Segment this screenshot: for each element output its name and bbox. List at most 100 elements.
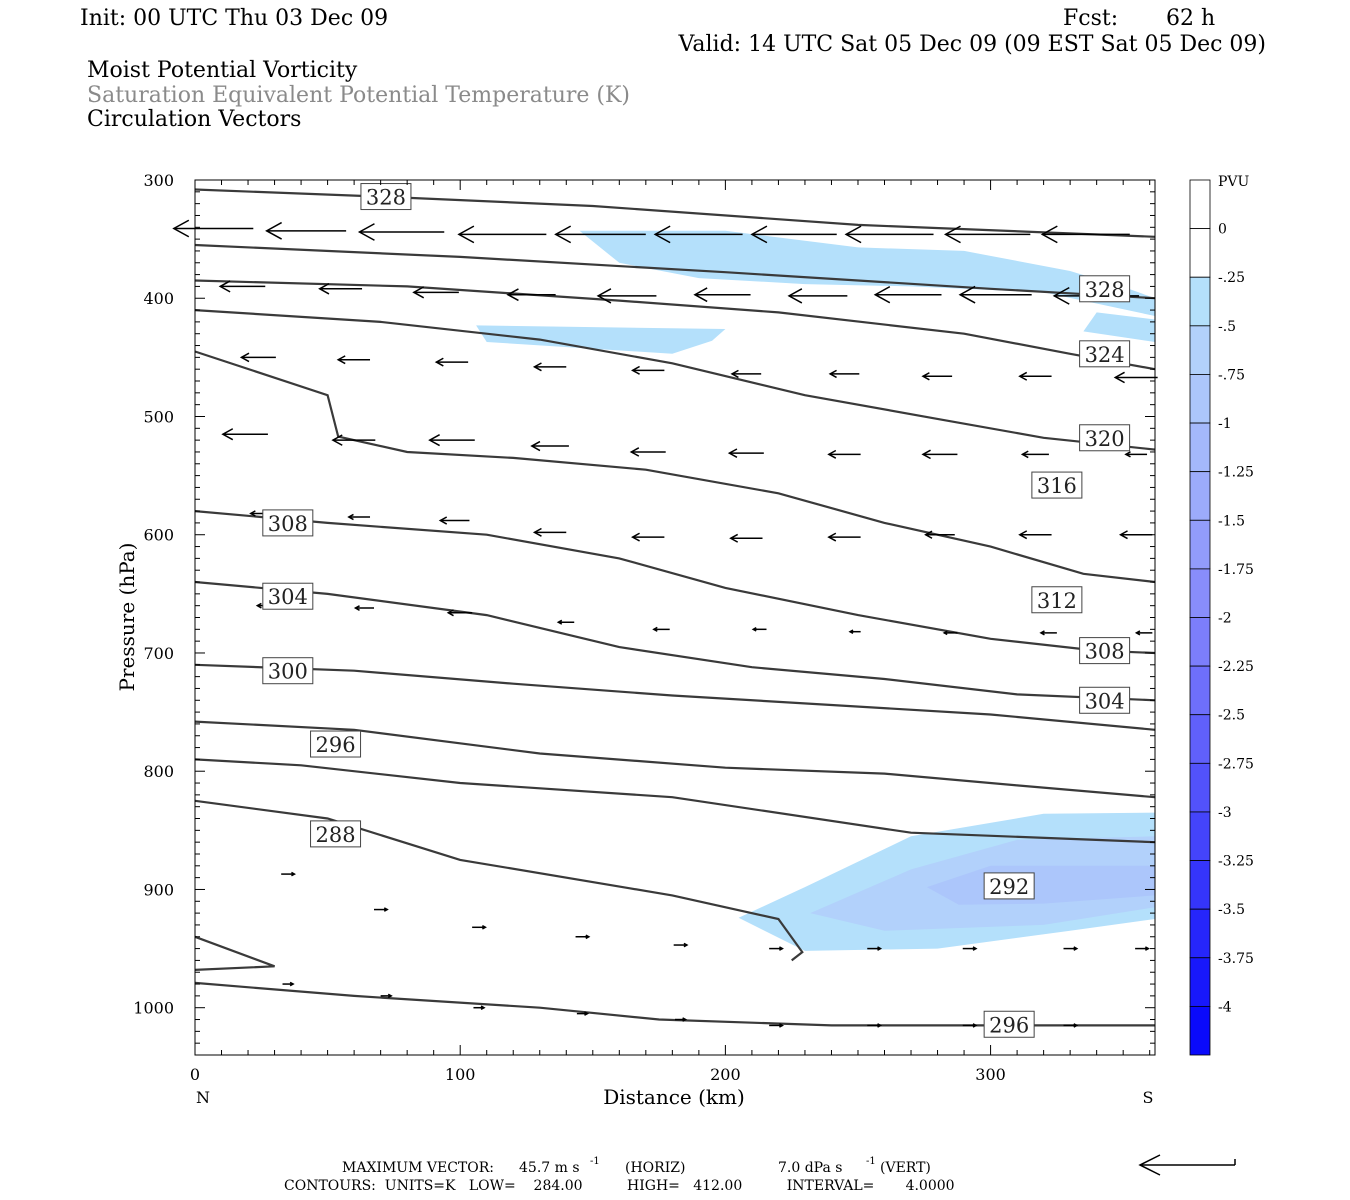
contour-label: 308 bbox=[268, 512, 308, 536]
colorbar-label: -3.75 bbox=[1218, 951, 1254, 967]
y-tick-label: 400 bbox=[143, 289, 174, 308]
colorbar-label: -1 bbox=[1218, 416, 1232, 432]
colorbar-label: -2.75 bbox=[1218, 756, 1254, 772]
vector-head bbox=[218, 280, 231, 293]
circulation-vector bbox=[556, 619, 575, 625]
axis-ticks: 0 100 200 300 300 400 500 600 700 800 900 1000 bbox=[133, 171, 1155, 1084]
circulation-vector bbox=[769, 1023, 784, 1028]
pv-region bbox=[579, 230, 1155, 316]
forecast-hour: 62 h bbox=[1166, 6, 1215, 31]
colorbar-label: -1.25 bbox=[1218, 465, 1254, 481]
vector-head bbox=[730, 369, 739, 379]
field-title-vectors: Circulation Vectors bbox=[87, 107, 301, 132]
circulation-vector bbox=[281, 871, 296, 877]
pv-shading-layer bbox=[476, 230, 1155, 951]
y-tick-label: 1000 bbox=[133, 999, 174, 1018]
circulation-vector bbox=[921, 449, 958, 460]
y-tick-label: 800 bbox=[143, 762, 174, 781]
circulation-vector bbox=[412, 286, 459, 299]
vector-head bbox=[291, 871, 296, 877]
vector-head bbox=[787, 288, 803, 304]
vector-head bbox=[596, 288, 612, 304]
vector-head bbox=[848, 629, 854, 634]
colorbar-label: -.25 bbox=[1218, 270, 1245, 286]
vector-head bbox=[480, 1005, 486, 1011]
contour-label: 312 bbox=[1037, 589, 1077, 613]
circulation-vector bbox=[787, 288, 848, 304]
colorbar-label: -1.75 bbox=[1218, 562, 1254, 578]
circulation-vector bbox=[1039, 630, 1057, 636]
colorbar-label: -.75 bbox=[1218, 367, 1245, 383]
circulation-vector bbox=[729, 533, 763, 543]
init-time: Init: 00 UTC Thu 03 Dec 09 bbox=[80, 6, 388, 31]
circulation-vector bbox=[629, 447, 666, 457]
vert-exponent: -1 bbox=[866, 1156, 876, 1167]
circulation-vector bbox=[673, 942, 689, 948]
y-tick-label: 900 bbox=[143, 880, 174, 899]
vector-head bbox=[924, 530, 933, 539]
contour-label: 296 bbox=[316, 733, 356, 757]
vector-head bbox=[1124, 451, 1131, 458]
vector-head bbox=[629, 447, 640, 457]
colorbar-swatch bbox=[1189, 374, 1211, 424]
contour-label: 308 bbox=[1085, 640, 1125, 664]
vector-head bbox=[255, 602, 262, 609]
x-axis-title: Distance (km) bbox=[603, 1085, 745, 1109]
circulation-vector bbox=[848, 629, 861, 634]
field-title-pv: Moist Potential Vorticity bbox=[87, 58, 358, 83]
circulation-vector bbox=[218, 280, 266, 293]
colorbar-swatch bbox=[1189, 908, 1211, 959]
circulation-vector-layer bbox=[172, 219, 1158, 1028]
circulation-vector bbox=[353, 605, 374, 611]
colorbar-label: -3.25 bbox=[1218, 854, 1254, 870]
contour-label: 300 bbox=[268, 660, 308, 684]
colorbar-swatch bbox=[1189, 325, 1211, 375]
circulation-vector bbox=[1124, 451, 1148, 458]
vector-head bbox=[958, 285, 976, 304]
theta-contour-layer bbox=[194, 188, 1156, 1027]
vector-head bbox=[446, 609, 454, 617]
contour-label: 316 bbox=[1037, 474, 1077, 498]
circulation-vector bbox=[506, 288, 556, 302]
colorbar-label: -3 bbox=[1218, 805, 1232, 821]
circulation-vector bbox=[962, 1023, 978, 1028]
colorbar: 0 -.25 -.5 -.75 -1 -1.25 -1.5 -1.75 -2 -2.25 -2.5 -… bbox=[1189, 179, 1254, 1056]
reference-vector-head bbox=[1138, 1154, 1161, 1176]
vector-head bbox=[532, 527, 542, 537]
max-vector-label: MAXIMUM VECTOR: bbox=[342, 1160, 494, 1176]
circulation-vector bbox=[221, 428, 268, 441]
vector-head bbox=[428, 434, 440, 447]
vector-head bbox=[653, 225, 671, 244]
vector-head bbox=[682, 1017, 688, 1022]
vector-head bbox=[412, 286, 425, 299]
colorbar-swatch bbox=[1189, 665, 1211, 716]
circulation-vector bbox=[380, 993, 393, 999]
theta-contour bbox=[194, 350, 1156, 584]
colorbar-swatch bbox=[1189, 811, 1211, 861]
vector-head bbox=[1145, 946, 1150, 951]
vector-head bbox=[1073, 1023, 1079, 1028]
circulation-vector bbox=[652, 626, 670, 632]
vector-head bbox=[1113, 371, 1125, 384]
circulation-vector bbox=[374, 907, 389, 912]
theta-contour bbox=[194, 188, 1156, 238]
circulation-vector bbox=[554, 225, 646, 244]
vector-head bbox=[683, 942, 689, 948]
vector-head bbox=[631, 365, 640, 375]
vector-head bbox=[506, 288, 519, 302]
circulation-vector bbox=[730, 369, 762, 379]
vector-head bbox=[249, 510, 256, 517]
colorbar-label: -3.5 bbox=[1218, 902, 1245, 918]
theta-contour bbox=[194, 663, 1156, 731]
contour-label-box bbox=[262, 509, 314, 537]
contour-label: 324 bbox=[1085, 343, 1125, 367]
contour-label: 328 bbox=[1085, 278, 1125, 302]
colorbar-swatch bbox=[1189, 1005, 1211, 1056]
contour-label: 292 bbox=[989, 875, 1029, 899]
colorbar-swatch bbox=[1189, 860, 1211, 910]
circulation-vector bbox=[1063, 1023, 1079, 1028]
reference-vector bbox=[1138, 1154, 1236, 1176]
circulation-vector bbox=[873, 286, 942, 304]
y-tick-label: 500 bbox=[143, 407, 174, 426]
vector-head bbox=[652, 626, 658, 632]
